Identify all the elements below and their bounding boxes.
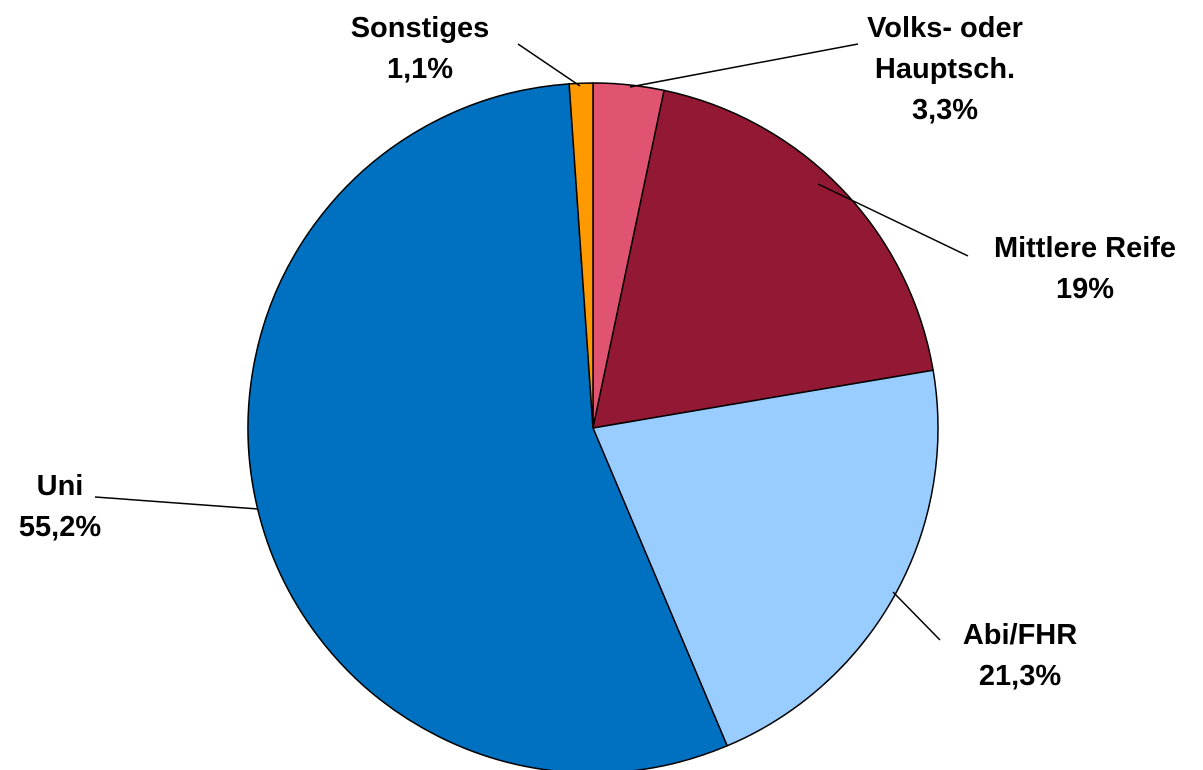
slice-label: Volks- oder Hauptsch. 3,3%	[820, 8, 1070, 131]
pie-slice	[247, 83, 729, 770]
slice-label: Sonstiges 1,1%	[330, 8, 510, 90]
category-label: Uni	[36, 470, 84, 502]
value-label: 19%	[1055, 273, 1115, 305]
slice-label: Mittlere Reife 19%	[955, 228, 1203, 310]
category-label: Mittlere Reife	[993, 232, 1177, 264]
value-label: 21,3%	[978, 660, 1062, 692]
leader-line	[517, 43, 581, 87]
leader-line	[892, 591, 941, 641]
value-label: 55,2%	[18, 511, 102, 543]
value-label: 3,3%	[911, 94, 979, 126]
slice-label: Uni 55,2%	[0, 466, 120, 548]
category-label: Volks- oder Hauptsch.	[867, 12, 1023, 85]
leader-line	[629, 43, 859, 88]
value-label: 1,1%	[386, 53, 454, 85]
pie-slice	[592, 89, 934, 429]
leader-line	[817, 183, 969, 257]
slice-label: Abi/FHR 21,3%	[925, 615, 1115, 697]
pie-slice	[568, 82, 594, 429]
leader-line	[94, 496, 259, 510]
category-label: Sonstiges	[350, 12, 490, 44]
category-label: Abi/FHR	[962, 619, 1078, 651]
